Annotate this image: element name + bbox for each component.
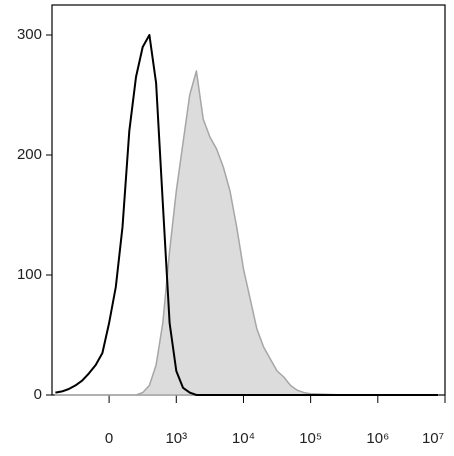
x-tick-label: 10⁶	[366, 430, 389, 447]
x-tick-label: 10⁴	[232, 430, 255, 447]
y-tick-label: 300	[17, 26, 42, 43]
x-tick-label: 10⁷	[422, 430, 444, 447]
x-tick-label: 0	[105, 430, 113, 447]
y-tick-label: 100	[17, 266, 42, 283]
y-tick-label: 0	[34, 386, 42, 403]
histogram-line	[55, 34, 439, 396]
histogram-area	[54, 70, 440, 396]
x-tick-label: 10⁵	[299, 430, 322, 447]
x-tick-label: 10³	[165, 430, 187, 447]
y-tick-label: 200	[17, 146, 42, 163]
